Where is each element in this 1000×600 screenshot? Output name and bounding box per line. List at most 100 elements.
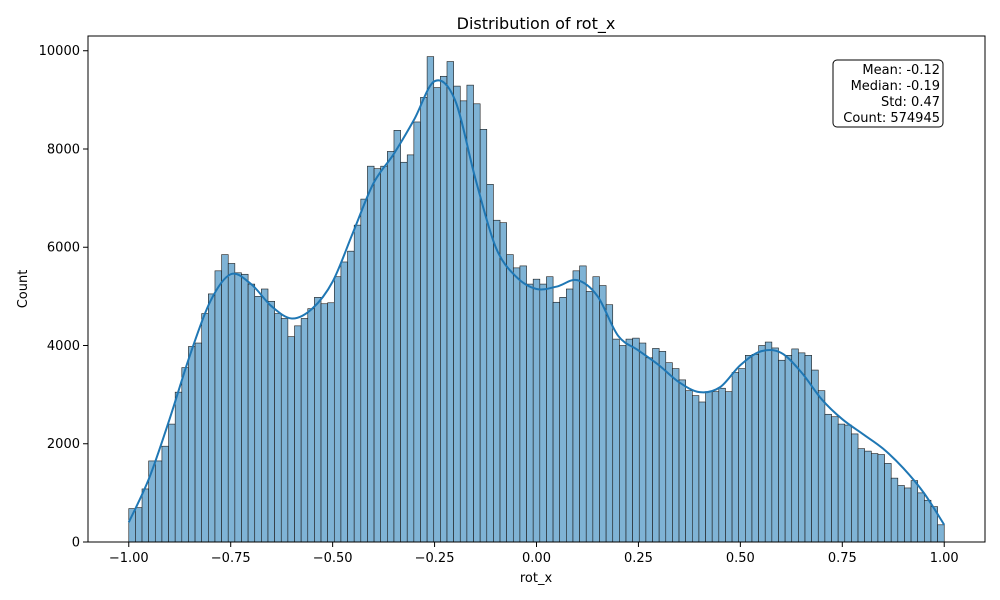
histogram-bar: [214, 270, 222, 543]
x-tick-label: 0.75: [828, 551, 857, 566]
histogram-bar: [678, 379, 686, 543]
histogram-bar: [897, 485, 905, 543]
histogram-bar: [519, 265, 527, 543]
histogram-bar: [347, 250, 355, 543]
x-tick-label: −0.75: [211, 551, 251, 566]
histogram-bar: [619, 345, 627, 543]
histogram-bar: [360, 198, 368, 543]
histogram-bar: [672, 368, 680, 543]
histogram-bar: [532, 278, 541, 543]
histogram-bar: [227, 263, 236, 543]
histogram-bar: [837, 423, 846, 543]
histogram-bar: [658, 351, 667, 543]
histogram-bar: [652, 348, 660, 543]
x-tick-label: 0.00: [522, 551, 551, 566]
histogram-bar: [725, 391, 733, 543]
histogram-bar: [294, 325, 302, 543]
histogram-bar: [890, 477, 899, 543]
histogram-bar: [864, 450, 872, 543]
y-axis-title: Count: [16, 270, 31, 309]
histogram-bar: [572, 270, 580, 543]
histogram-bar: [924, 499, 932, 543]
histogram-bar: [241, 273, 249, 543]
histogram-bar: [208, 293, 216, 543]
histogram-bar: [539, 283, 547, 543]
kde-line: [127, 79, 946, 526]
histogram-bar: [254, 296, 262, 543]
histogram-bar: [585, 291, 594, 543]
histogram-bar: [247, 283, 256, 543]
histogram-bar: [612, 338, 620, 543]
histogram-bar: [731, 372, 740, 543]
histogram-bar: [526, 283, 534, 543]
x-tick-label: 0.25: [624, 551, 653, 566]
histogram-bar: [937, 524, 945, 543]
histogram-bar: [420, 97, 428, 543]
y-tick-label: 10000: [39, 44, 80, 59]
histogram-bar: [605, 304, 614, 543]
histogram-bar: [373, 168, 382, 543]
y-tick-label: 0: [72, 536, 80, 551]
histogram-bar: [459, 100, 468, 543]
histogram-bar: [393, 130, 401, 543]
histogram-bar: [566, 288, 574, 543]
histogram-bar: [234, 272, 242, 543]
histogram-bar: [691, 395, 700, 543]
x-axis-title: rot_x: [520, 571, 553, 586]
histogram-bar: [917, 492, 925, 543]
histogram-bar: [665, 362, 673, 543]
histogram-bar: [632, 337, 640, 543]
histogram-bar: [174, 391, 183, 543]
histogram-bar: [831, 416, 839, 543]
x-tick-label: −0.25: [415, 551, 455, 566]
histogram-bar: [910, 480, 919, 543]
histogram-bar: [871, 453, 879, 543]
x-tick-label: 1.00: [930, 551, 959, 566]
histogram-bar: [817, 390, 826, 543]
histogram-bar: [506, 254, 514, 543]
histogram-bar: [851, 433, 859, 543]
histogram-bar: [406, 154, 415, 543]
histogram-bar: [141, 488, 149, 543]
stats-box: Mean: -0.12 Median: -0.19 Std: 0.47 Coun…: [832, 59, 944, 128]
histogram-bar: [161, 445, 169, 543]
x-tick-label: −1.00: [109, 551, 149, 566]
histogram-bar: [280, 318, 289, 543]
histogram-bar: [625, 338, 633, 543]
histogram-bar: [426, 56, 435, 543]
histogram-bar: [778, 359, 786, 543]
histogram-bar: [579, 265, 587, 543]
histogram-bar: [267, 300, 275, 543]
histogram-bar: [440, 75, 448, 543]
histogram-bar: [261, 288, 269, 543]
histogram-bar: [367, 165, 375, 543]
histogram-bar: [314, 297, 322, 543]
histogram-bar: [400, 161, 408, 543]
histogram-bar: [327, 302, 335, 543]
histogram-bar: [320, 303, 328, 543]
histogram-bar: [599, 285, 607, 543]
histogram-bar: [718, 387, 726, 543]
bars-layer: [128, 56, 945, 543]
histogram-bar: [552, 301, 561, 543]
x-tick-label: 0.50: [726, 551, 755, 566]
histogram-bar: [479, 129, 488, 543]
histogram-bar: [221, 254, 229, 543]
histogram-bar: [844, 424, 852, 543]
histogram-bar: [194, 342, 202, 543]
histogram-bar: [877, 454, 885, 543]
histogram-bar: [698, 401, 706, 543]
histogram-bar: [738, 368, 746, 543]
histogram-bar: [638, 342, 647, 543]
histogram-bar: [201, 313, 209, 543]
chart-title: Distribution of rot_x: [457, 14, 616, 34]
histogram-bar: [188, 346, 196, 543]
stats-median: Median: -0.19: [851, 79, 940, 94]
histogram-bar: [453, 85, 461, 543]
x-tick-label: −0.50: [313, 551, 353, 566]
histogram-bar: [751, 354, 759, 543]
histogram-bar: [168, 423, 176, 543]
histogram-bar: [274, 313, 282, 543]
stats-box-frame: [832, 59, 944, 128]
